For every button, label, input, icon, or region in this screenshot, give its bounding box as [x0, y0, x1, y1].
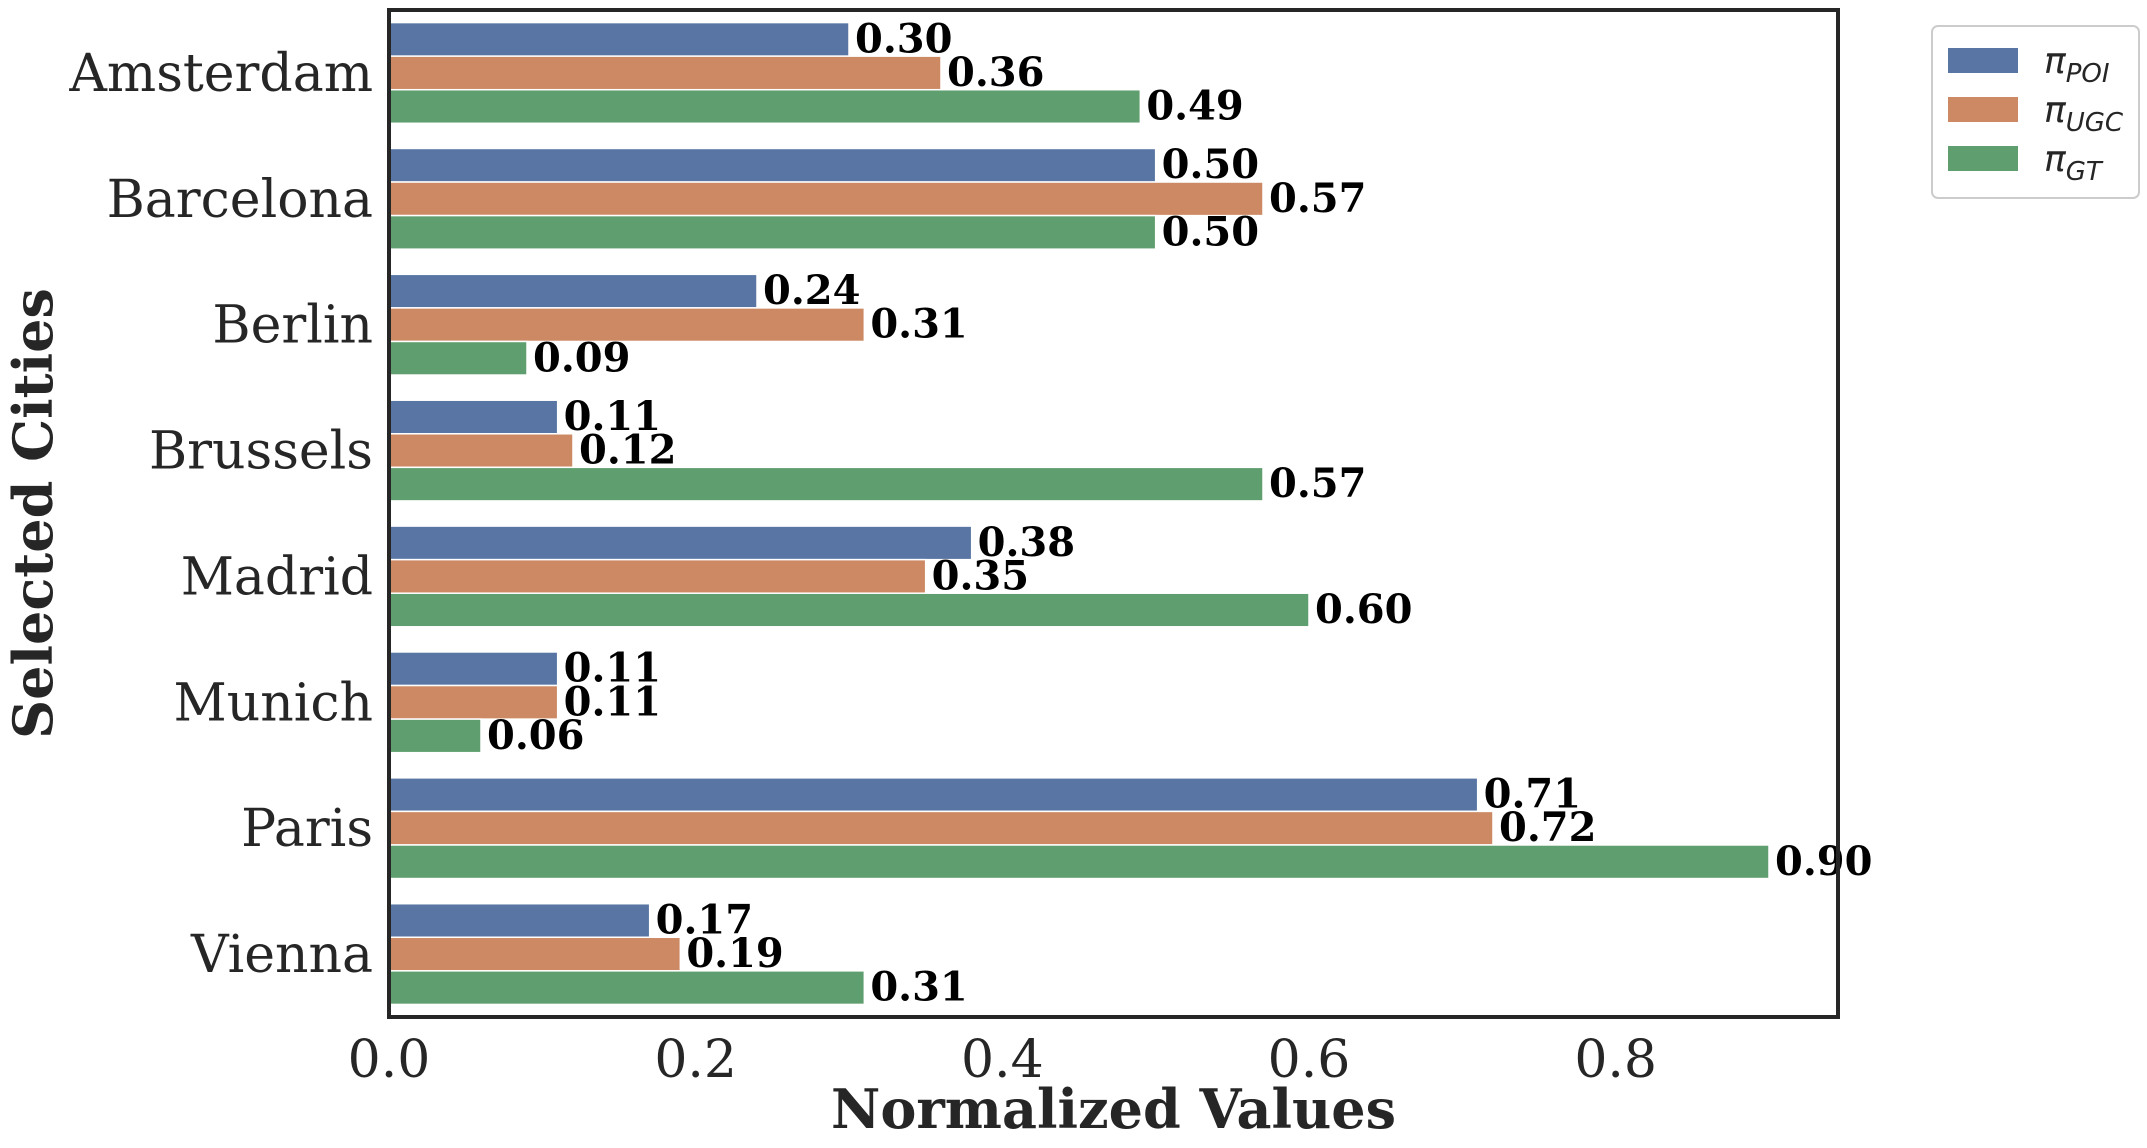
y-tick-label-munich: Munich	[174, 673, 373, 733]
bar-amsterdam-poi	[388, 21, 850, 57]
bar-paris-ugc	[388, 810, 1494, 846]
bar-barcelona-ugc	[388, 181, 1264, 217]
bar-amsterdam-ugc	[388, 55, 942, 91]
bar-berlin-ugc	[388, 307, 866, 343]
data-label-munich-gt: 0.06	[487, 712, 584, 759]
y-tick-labels: Amsterdam Barcelona Berlin Brussels Madrid Mu…	[68, 44, 373, 985]
data-label-brussels-gt: 0.57	[1269, 460, 1366, 507]
data-label-berlin-gt: 0.09	[533, 334, 630, 381]
y-tick-label-berlin: Berlin	[212, 296, 373, 356]
data-label-madrid-ugc: 0.35	[932, 552, 1029, 599]
bar-madrid-gt	[388, 592, 1310, 628]
bar-berlin-poi	[388, 273, 758, 309]
bar-munich-poi	[388, 651, 559, 687]
plot-frame	[387, 8, 1840, 1019]
bar-madrid-poi	[388, 525, 973, 561]
y-tick-label-paris: Paris	[241, 799, 373, 859]
data-label-barcelona-gt: 0.50	[1162, 208, 1259, 255]
data-labels-layer: 0.300.360.490.500.570.500.240.310.090.11…	[487, 15, 1872, 1010]
y-axis-title: Selected Cities	[1, 288, 65, 739]
y-tick-label-vienna: Vienna	[190, 925, 373, 985]
x-tick-labels: 0.0 0.2 0.4 0.6 0.8	[348, 1030, 1657, 1090]
bar-berlin-gt	[388, 340, 528, 376]
legend-swatch-gt	[1948, 146, 2018, 171]
data-label-madrid-gt: 0.60	[1315, 586, 1412, 633]
bars-layer	[388, 21, 1770, 1006]
bar-madrid-ugc	[388, 558, 927, 594]
data-label-madrid-poi: 0.38	[978, 519, 1075, 566]
data-label-vienna-gt: 0.31	[870, 964, 967, 1011]
y-tick-label-madrid: Madrid	[181, 547, 373, 607]
legend-swatch-poi	[1948, 48, 2018, 73]
legend-swatch-ugc	[1948, 97, 2018, 122]
bar-brussels-poi	[388, 399, 559, 435]
bar-vienna-gt	[388, 970, 866, 1006]
bar-brussels-gt	[388, 466, 1264, 502]
bar-barcelona-gt	[388, 214, 1157, 250]
x-axis-title: Normalized Values	[831, 1077, 1396, 1141]
bar-paris-gt	[388, 844, 1770, 880]
bar-vienna-poi	[388, 902, 651, 939]
data-label-munich-poi: 0.11	[564, 645, 661, 692]
y-tick-label-barcelona: Barcelona	[107, 170, 373, 230]
data-label-berlin-poi: 0.24	[763, 267, 860, 314]
bar-barcelona-poi	[388, 147, 1157, 183]
bar-brussels-ugc	[388, 433, 574, 469]
data-label-amsterdam-gt: 0.49	[1146, 83, 1243, 130]
data-label-amsterdam-poi: 0.30	[855, 15, 952, 62]
bar-vienna-ugc	[388, 936, 682, 972]
bar-munich-gt	[388, 718, 482, 754]
x-tick-label: 0.2	[654, 1030, 737, 1090]
x-tick-label: 0.0	[348, 1030, 431, 1090]
x-tick-label: 0.6	[1268, 1030, 1351, 1090]
data-label-brussels-ugc: 0.12	[579, 427, 676, 474]
bar-amsterdam-gt	[388, 88, 1142, 125]
data-label-vienna-ugc: 0.19	[686, 930, 783, 977]
y-tick-label-brussels: Brussels	[149, 422, 373, 482]
legend-label-gt: πGT	[2044, 139, 2104, 187]
x-tick-label: 0.4	[961, 1030, 1044, 1090]
y-tick-label-amsterdam: Amsterdam	[68, 44, 373, 104]
data-label-berlin-ugc: 0.31	[870, 301, 967, 348]
data-label-paris-poi: 0.71	[1484, 771, 1581, 818]
data-label-barcelona-ugc: 0.57	[1269, 175, 1366, 222]
data-label-barcelona-poi: 0.50	[1162, 141, 1259, 188]
data-label-munich-ugc: 0.11	[564, 678, 661, 725]
data-label-paris-ugc: 0.72	[1499, 804, 1596, 851]
data-label-brussels-poi: 0.11	[564, 393, 661, 440]
bar-paris-poi	[388, 777, 1479, 813]
data-label-amsterdam-ugc: 0.36	[947, 49, 1044, 96]
x-tick-label: 0.8	[1574, 1030, 1657, 1090]
data-label-paris-gt: 0.90	[1775, 838, 1872, 885]
bar-munich-ugc	[388, 684, 559, 720]
data-label-vienna-poi: 0.17	[656, 896, 753, 943]
